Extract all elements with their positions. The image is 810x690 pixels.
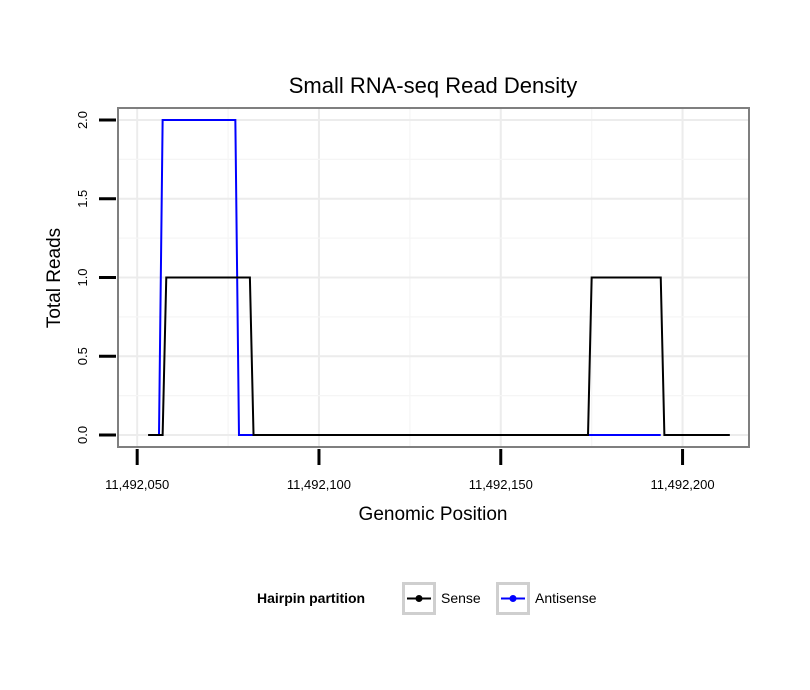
series-lines bbox=[148, 119, 730, 436]
legend: Hairpin partition Sense Antisense bbox=[257, 582, 597, 615]
y-tick-label: 1.0 bbox=[75, 268, 90, 286]
y-tick-label: 2.0 bbox=[75, 111, 90, 129]
x-tick-label: 11,492,150 bbox=[469, 477, 533, 492]
legend-key-point bbox=[415, 595, 423, 602]
series-line-sense bbox=[148, 276, 730, 436]
x-tick-label: 11,492,100 bbox=[287, 477, 351, 492]
x-axis-title: Genomic Position bbox=[359, 504, 508, 525]
legend-items: Sense Antisense bbox=[402, 582, 597, 615]
y-axis-title: Total Reads bbox=[44, 228, 65, 328]
axes: 11,492,050 11,492,100 11,492,150 11,492,200… bbox=[75, 111, 715, 492]
legend-label-sense: Sense bbox=[441, 590, 481, 606]
y-tick-label: 0.5 bbox=[75, 347, 90, 365]
chart-title: Small RNA-seq Read Density bbox=[289, 73, 578, 98]
legend-key-point bbox=[509, 595, 517, 602]
y-tick-label: 1.5 bbox=[75, 190, 90, 208]
legend-label-antisense: Antisense bbox=[535, 590, 597, 606]
legend-title: Hairpin partition bbox=[257, 590, 365, 606]
x-tick-label: 11,492,050 bbox=[105, 477, 169, 492]
plot-panel-border bbox=[117, 107, 750, 448]
x-tick-label: 11,492,200 bbox=[651, 477, 715, 492]
y-tick-label: 0.0 bbox=[75, 426, 90, 444]
